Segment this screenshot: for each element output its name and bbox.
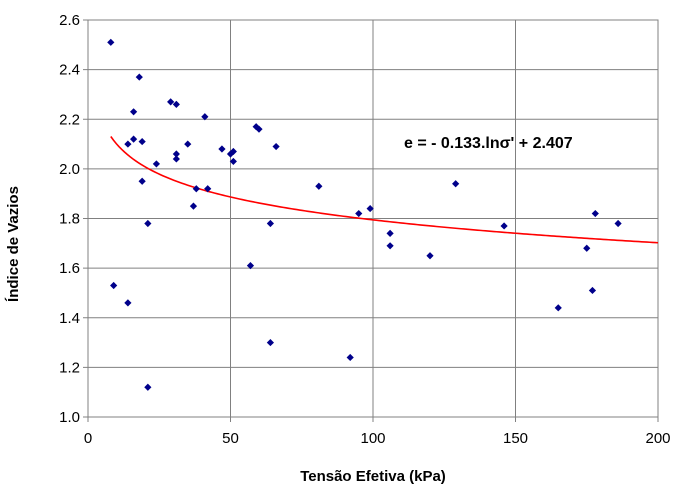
data-point	[246, 262, 255, 270]
data-point	[167, 98, 175, 106]
data-point	[426, 252, 434, 260]
data-point	[229, 157, 237, 166]
y-tick-label: 2.4	[59, 62, 80, 79]
data-point	[266, 338, 274, 347]
data-point	[110, 281, 118, 290]
data-points	[107, 38, 622, 391]
data-point	[192, 185, 200, 193]
data-point	[135, 73, 143, 81]
data-point	[144, 219, 152, 228]
data-point	[500, 222, 508, 230]
y-tick-label: 1.0	[59, 409, 80, 426]
y-tick-label: 2.6	[59, 12, 80, 29]
data-point	[583, 244, 591, 252]
data-point	[201, 113, 209, 121]
data-point	[138, 177, 146, 185]
data-point	[152, 160, 160, 168]
data-point	[172, 155, 180, 163]
data-point	[144, 383, 152, 391]
data-point	[266, 219, 274, 228]
data-point	[204, 185, 212, 193]
y-axis-title: Índice de Vazios	[5, 186, 22, 302]
y-tick-label: 2.2	[59, 111, 80, 128]
y-tick-label: 1.8	[59, 211, 80, 228]
x-tick-label: 50	[222, 430, 239, 447]
data-point	[218, 145, 226, 153]
data-point	[315, 182, 323, 190]
y-tick-labels: 1.0 1.2 1.4 1.6 1.8 2.0 2.2 2.4 2.6	[59, 12, 88, 426]
data-point	[124, 299, 132, 307]
data-point	[184, 140, 192, 148]
x-tick-labels: 0 50 100 150 200	[84, 417, 671, 447]
data-point	[614, 219, 622, 228]
data-point	[355, 209, 363, 218]
data-point	[138, 137, 146, 146]
data-point	[255, 125, 263, 133]
data-point	[386, 242, 394, 250]
x-tick-label: 200	[645, 430, 670, 447]
data-point	[130, 135, 138, 143]
x-tick-label: 150	[503, 430, 528, 447]
data-point	[252, 123, 260, 131]
data-point	[130, 108, 138, 116]
x-tick-label: 100	[360, 430, 385, 447]
x-axis-title: Tensão Efetiva (kPa)	[300, 468, 446, 485]
data-point	[172, 150, 180, 158]
data-point	[272, 142, 280, 151]
data-point	[366, 204, 374, 213]
data-point	[588, 286, 597, 295]
y-tick-label: 2.0	[59, 161, 80, 178]
data-point	[346, 353, 354, 362]
data-point	[591, 209, 599, 218]
y-tick-label: 1.6	[59, 260, 80, 277]
trendline	[110, 136, 659, 244]
data-point	[124, 140, 132, 148]
data-point	[107, 38, 115, 46]
data-point	[229, 147, 237, 156]
data-point	[386, 229, 394, 237]
trendline-equation: e = - 0.133.lnσ' + 2.407	[404, 135, 573, 152]
x-tick-label: 0	[84, 430, 92, 447]
data-point	[189, 202, 198, 210]
data-point	[554, 304, 562, 312]
y-tick-label: 1.4	[59, 310, 80, 327]
data-point	[172, 100, 180, 108]
data-point	[452, 180, 460, 188]
y-tick-label: 1.2	[59, 359, 80, 376]
